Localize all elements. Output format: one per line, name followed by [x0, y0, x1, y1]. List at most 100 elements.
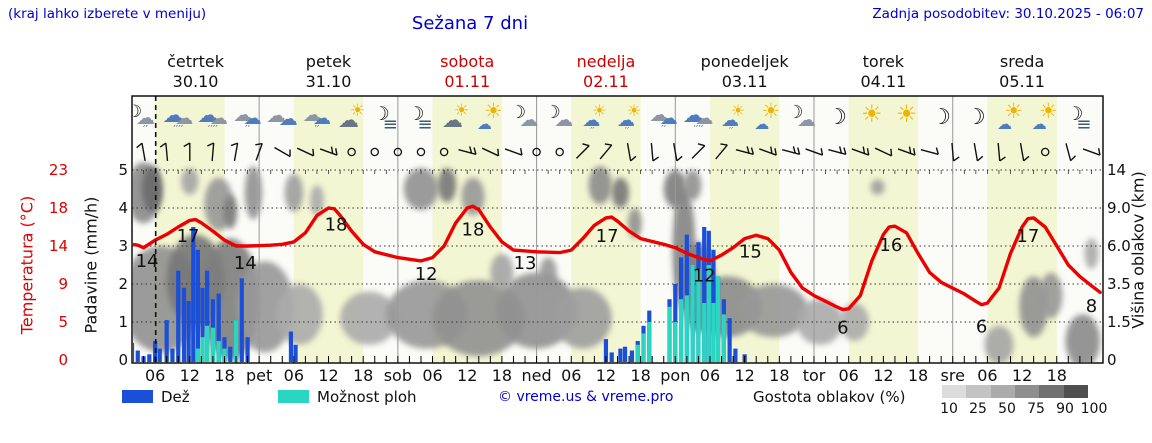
calm-wind-icon — [555, 147, 564, 157]
cloud-height-tick-labels: 14 9.0 6.0 3.5 1.5 0 — [1107, 0, 1137, 443]
tick-value: 3 — [118, 237, 128, 255]
wind-barb-icon — [504, 148, 523, 156]
moon-cloud-icon: ☽ — [545, 102, 561, 123]
wind-barb-icon — [805, 148, 823, 156]
rain-bar — [228, 346, 233, 362]
tick-value: 0 — [58, 351, 68, 369]
cloud-blob — [1065, 314, 1101, 362]
shower-bar — [721, 314, 726, 362]
rain-bar — [200, 287, 205, 362]
cloud-blob — [611, 177, 630, 208]
cloud-blob — [984, 325, 1014, 362]
rain-bar — [293, 344, 298, 362]
wind-barb-icon — [255, 143, 263, 161]
wind-barb-icon — [874, 147, 892, 157]
tick-value: 6.0 — [1107, 237, 1131, 255]
rain-bar — [147, 354, 152, 362]
sun-icon: ☀ — [861, 100, 883, 128]
moon-icon: ☽ — [931, 105, 951, 130]
wind-barb-icon — [274, 146, 291, 158]
wind-barb-icon — [650, 142, 654, 162]
moon-rain-icon: ′′ — [143, 123, 148, 136]
gridlines — [132, 96, 1103, 363]
tick-value: 14 — [1107, 161, 1127, 179]
precip-bars — [133, 227, 747, 362]
shower-bar — [635, 344, 640, 362]
moon-fog-icon: ☽ — [1066, 103, 1083, 125]
rain-bar — [157, 348, 162, 362]
x-tick-label: 18 — [908, 366, 928, 385]
shower-bar — [667, 306, 672, 362]
moon-cloud-icon: ☁ — [797, 109, 816, 131]
part-sun-icon: ☀ — [350, 101, 365, 121]
rain-bar — [288, 331, 294, 362]
moon-fog-icon: ≡ — [383, 114, 398, 135]
rain-bar — [186, 301, 191, 362]
x-tick-label: 06 — [284, 366, 304, 385]
cloud-blob — [461, 177, 485, 216]
moon-rain-icon: ☽ — [127, 102, 142, 122]
x-tick-label: 06 — [561, 366, 581, 385]
day-name: ponedeljek — [700, 52, 789, 71]
temp-value-label: 6 — [976, 317, 987, 338]
part-sun-icon: ☀ — [454, 101, 469, 121]
rain-legend-swatch — [122, 390, 153, 403]
moon-fog-icon: ☽ — [373, 103, 390, 125]
shower-bar — [684, 295, 689, 362]
page-title: Sežana 7 dni — [411, 13, 529, 34]
day-date: 31.10 — [305, 72, 352, 91]
rain-bar — [609, 352, 614, 362]
rain-bar — [622, 346, 628, 362]
cloud-blob — [490, 253, 514, 292]
x-tick-label: 12 — [457, 366, 477, 385]
rain-icon: ☁ — [163, 103, 184, 127]
rain-icon: ☁ — [683, 103, 704, 127]
rain-bar — [629, 350, 635, 362]
wind-barb-icon — [997, 142, 1001, 162]
calm-wind-icon — [439, 147, 449, 157]
wind-barb-icon — [851, 148, 869, 156]
part-sun-icon: ☁ — [338, 108, 359, 132]
day-name: sobota — [440, 52, 495, 71]
calm-wind-icon — [1040, 147, 1050, 157]
rain-bar — [618, 348, 623, 362]
wind-barb-icon — [673, 143, 678, 161]
tick-value: 9 — [58, 275, 68, 293]
x-tick-label: 12 — [318, 366, 338, 385]
rain-icon: ′′′′ — [693, 123, 703, 136]
x-axis: 06 12 18 pet 06 12 18 sob 06 12 18 ned 06 12 18 pon 06 12… — [131, 95, 1104, 385]
x-tick-label: sre — [941, 366, 965, 385]
x-tick-label: 06 — [700, 366, 720, 385]
shower-bar — [195, 348, 200, 362]
wind-barb-icon — [481, 147, 499, 157]
cloud-blob — [181, 168, 199, 195]
day-date: 03.11 — [721, 72, 768, 91]
day-name: nedelja — [576, 52, 636, 71]
moon-fog-icon: ≡ — [417, 114, 432, 135]
moon-fog-icon: ≡ — [1076, 114, 1091, 135]
rain-icon: ☁ — [197, 103, 218, 127]
cloud-drizzle-icon: ☁ — [649, 104, 668, 126]
cloud-drizzle-icon: ′′ — [314, 123, 319, 136]
sun-cloud-icon: ☀ — [1004, 99, 1023, 123]
wind-barb-icon — [759, 148, 777, 156]
temp-value-label: 18 — [325, 214, 348, 235]
shower-bar — [233, 320, 239, 362]
wind-barb-icon — [828, 148, 847, 156]
day-header: sreda 05.11 — [952, 52, 1092, 92]
rain-bar — [205, 270, 210, 362]
cloud-blob — [738, 284, 809, 338]
credit-link[interactable]: © vreme.us & vreme.pro — [498, 389, 674, 405]
tick-value: 4 — [118, 199, 128, 217]
density-tick-label: 90 — [1056, 401, 1074, 417]
day-date: 05.11 — [999, 72, 1045, 91]
rain-bar — [603, 339, 609, 362]
x-tick-label: 18 — [1047, 366, 1067, 385]
rain-icon: ☁ — [175, 108, 193, 129]
wind-barb-icon — [782, 148, 800, 156]
day-header: nedelja 02.11 — [536, 52, 676, 92]
shower-bar — [222, 348, 227, 362]
sun-cloud-icon: ☀ — [1039, 99, 1058, 123]
menu-hint-text: (kraj lahko izberete v meniju) — [8, 6, 207, 22]
sun-drizzle-icon: ☀ — [731, 101, 745, 120]
